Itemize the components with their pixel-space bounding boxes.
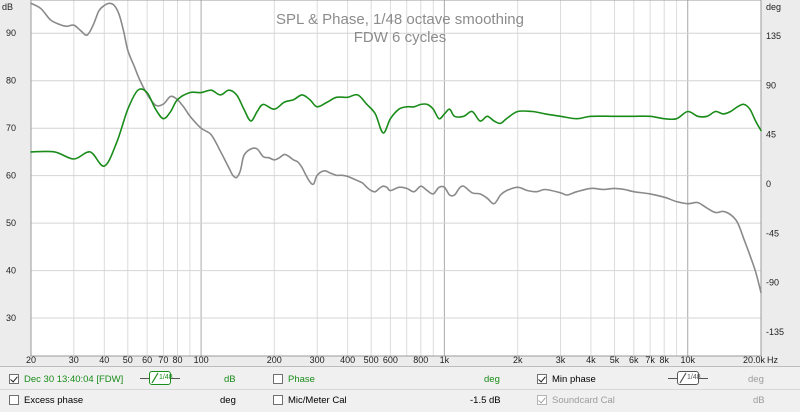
y-right-tick-label: -45 bbox=[766, 228, 779, 238]
excess-phase-label[interactable]: Excess phase bbox=[24, 395, 84, 406]
spl-phase-chart[interactable]: 20 30 40 50 60 70 80 100 200 300 400 500 600 800 1k 2k 3… bbox=[0, 0, 800, 366]
x-tick-label: 1k bbox=[440, 355, 450, 365]
min-phase-smoothing-connector-left bbox=[668, 378, 677, 379]
x-tick-label: 10k bbox=[680, 355, 695, 365]
min-phase-smoothing-button[interactable]: 1/48 bbox=[677, 371, 701, 385]
x-tick-label: 6k bbox=[629, 355, 639, 365]
x-tick-label: 100 bbox=[194, 355, 209, 365]
y-right-tick-label: 90 bbox=[766, 80, 776, 90]
x-tick-label: 4k bbox=[586, 355, 596, 365]
x-tick-label: 20 bbox=[26, 355, 36, 365]
smoothing-icon bbox=[151, 372, 159, 384]
min-phase-smoothing-connector-right bbox=[699, 378, 708, 379]
chart-area[interactable]: 20 30 40 50 60 70 80 100 200 300 400 500 600 800 1k 2k 3… bbox=[0, 0, 800, 366]
x-tick-label: 200 bbox=[267, 355, 282, 365]
y-right-tick-label: -90 bbox=[766, 278, 779, 288]
soundcard-cal-checkbox[interactable] bbox=[537, 395, 547, 405]
y-left-tick-label: 90 bbox=[6, 28, 16, 38]
spl-series-line bbox=[30, 88, 762, 167]
smoothing-icon bbox=[679, 372, 687, 384]
excess-phase-checkbox[interactable] bbox=[9, 395, 19, 405]
y-left-tick-label: 70 bbox=[6, 123, 16, 133]
measurement-label[interactable]: Dec 30 13:40:04 [FDW] bbox=[24, 374, 124, 385]
smoothing-connector-right bbox=[171, 378, 180, 379]
chart-subtitle: FDW 6 cycles bbox=[354, 29, 447, 46]
y-left-tick-label: 30 bbox=[6, 313, 16, 323]
smoothing-connector-left bbox=[140, 378, 149, 379]
mic-cal-value: -1.5 dB bbox=[470, 395, 501, 406]
x-tick-label: 30 bbox=[69, 355, 79, 365]
phase-checkbox[interactable] bbox=[273, 374, 283, 384]
x-tick-label: 2k bbox=[513, 355, 523, 365]
min-phase-checkbox[interactable] bbox=[537, 374, 547, 384]
x-tick-label: 80 bbox=[172, 355, 182, 365]
x-unit-label: Hz bbox=[767, 355, 778, 365]
measurement-unit: dB bbox=[224, 374, 236, 385]
x-tick-label: 60 bbox=[142, 355, 152, 365]
x-tick-label: 40 bbox=[99, 355, 109, 365]
y-right-tick-label: 135 bbox=[766, 31, 781, 41]
x-tick-label: 3k bbox=[556, 355, 566, 365]
x-tick-label: 600 bbox=[383, 355, 398, 365]
x-tick-label: 400 bbox=[340, 355, 355, 365]
y-left-tick-label: 80 bbox=[6, 76, 16, 86]
y-left-tick-label: 50 bbox=[6, 218, 16, 228]
x-tick-label: 5k bbox=[610, 355, 620, 365]
min-phase-label[interactable]: Min phase bbox=[552, 374, 596, 385]
y-left-tick-label: 40 bbox=[6, 266, 16, 276]
legend-divider bbox=[0, 389, 800, 390]
x-tick-label: 8k bbox=[659, 355, 669, 365]
y-left-tick-label: 60 bbox=[6, 171, 16, 181]
min-phase-smoothing-value: 1/48 bbox=[687, 374, 701, 381]
x-tick-label: 500 bbox=[364, 355, 379, 365]
x-tick-label: 20.0k bbox=[743, 355, 766, 365]
mic-cal-label[interactable]: Mic/Meter Cal bbox=[288, 395, 347, 406]
plot-background bbox=[31, 0, 761, 356]
y-right-tick-label: -135 bbox=[766, 327, 784, 337]
x-tick-label: 7k bbox=[645, 355, 655, 365]
legend-panel: Dec 30 13:40:04 [FDW] 1/48 dB Phase deg … bbox=[0, 366, 800, 412]
legend-row-1: Dec 30 13:40:04 [FDW] 1/48 dB Phase deg … bbox=[0, 370, 800, 390]
soundcard-cal-unit: dB bbox=[753, 395, 765, 406]
y-right-unit-label: deg bbox=[766, 2, 781, 12]
measurement-checkbox[interactable] bbox=[9, 374, 19, 384]
measurement-smoothing-value: 1/48 bbox=[159, 374, 173, 381]
mic-cal-checkbox[interactable] bbox=[273, 395, 283, 405]
phase-unit: deg bbox=[484, 374, 500, 385]
legend-row-2: Excess phase deg Mic/Meter Cal -1.5 dB S… bbox=[0, 391, 800, 411]
min-phase-unit: deg bbox=[748, 374, 764, 385]
measurement-smoothing-button[interactable]: 1/48 bbox=[149, 371, 173, 385]
x-tick-label: 70 bbox=[158, 355, 168, 365]
x-tick-label: 800 bbox=[413, 355, 428, 365]
x-tick-label: 50 bbox=[123, 355, 133, 365]
y-left-unit-label: dB bbox=[2, 2, 13, 12]
chart-title: SPL & Phase, 1/48 octave smoothing bbox=[276, 11, 524, 28]
phase-label[interactable]: Phase bbox=[288, 374, 315, 385]
x-tick-label: 300 bbox=[310, 355, 325, 365]
soundcard-cal-label[interactable]: Soundcard Cal bbox=[552, 395, 615, 406]
excess-phase-unit: deg bbox=[220, 395, 236, 406]
y-right-tick-label: 0 bbox=[766, 179, 771, 189]
y-right-tick-label: 45 bbox=[766, 130, 776, 140]
plot-border bbox=[30, 0, 762, 357]
